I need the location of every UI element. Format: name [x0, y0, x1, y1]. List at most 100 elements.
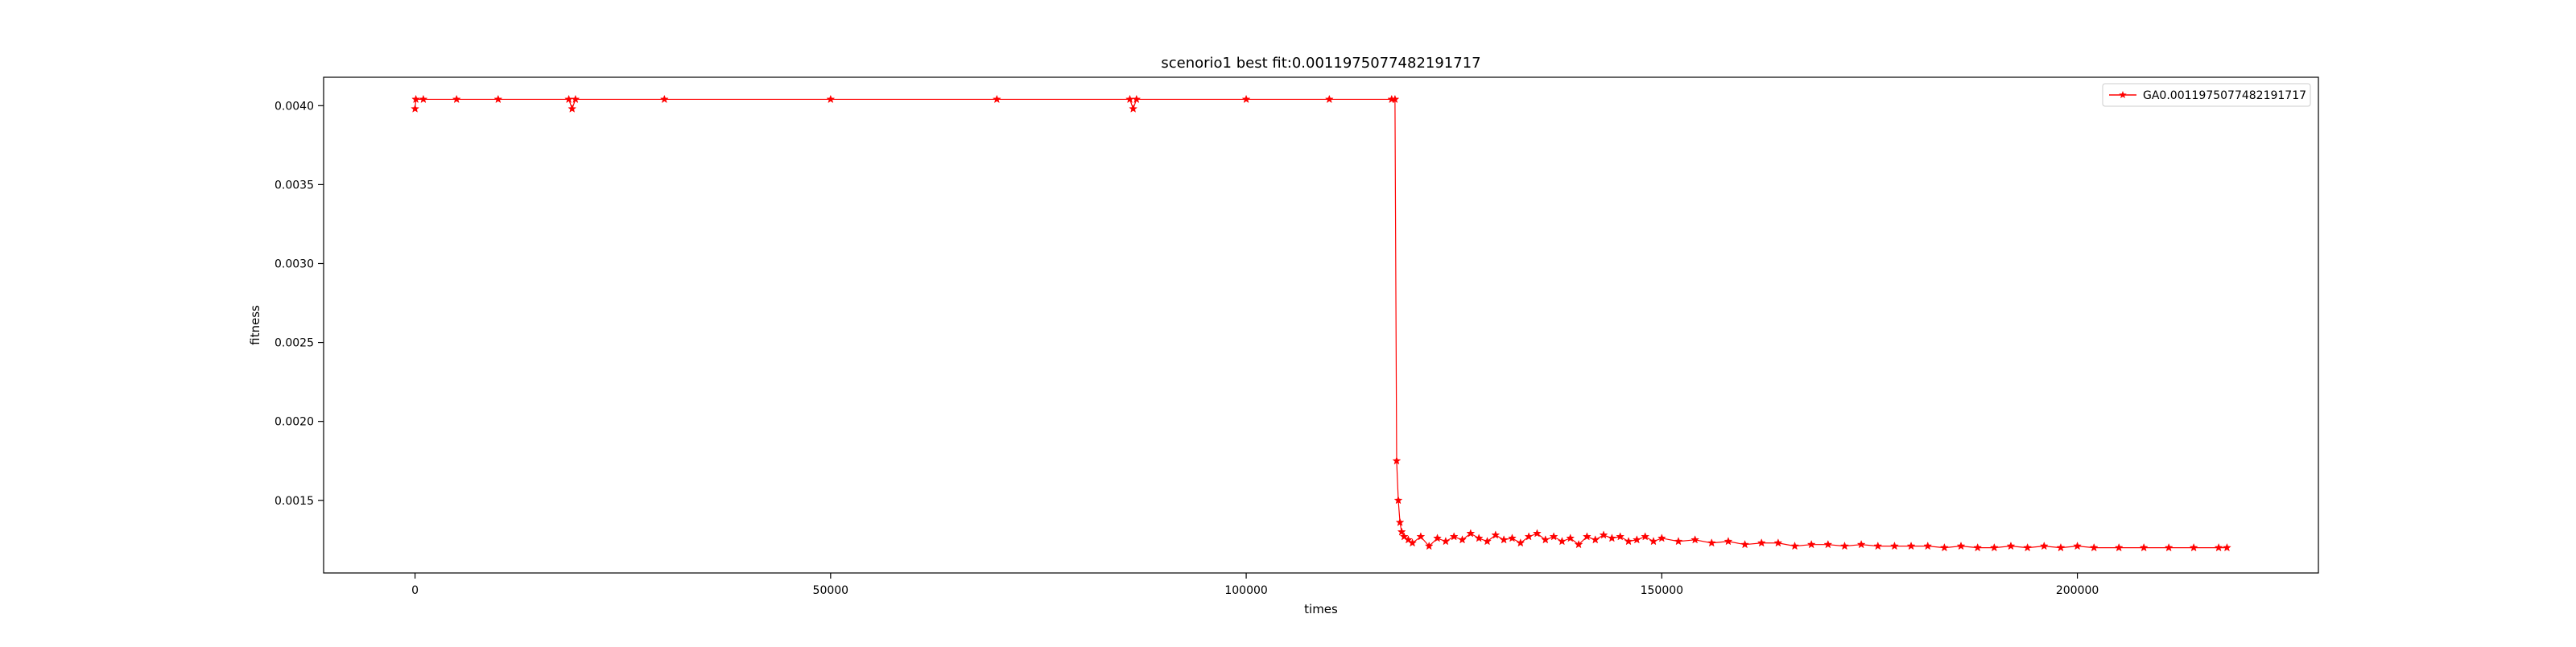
data-point — [1324, 94, 1334, 104]
data-point — [1757, 538, 1766, 547]
data-point — [992, 94, 1001, 104]
data-point — [1657, 534, 1666, 542]
data-point — [1624, 537, 1633, 546]
data-point — [1599, 530, 1608, 539]
legend-box — [2102, 83, 2311, 107]
data-point — [1956, 541, 1966, 550]
data-point — [1557, 537, 1567, 546]
data-point — [2139, 542, 2149, 552]
data-point — [1566, 534, 1575, 542]
data-point — [826, 94, 836, 104]
x-tick-label: 100000 — [1224, 584, 1267, 597]
data-point — [1241, 94, 1251, 104]
data-point — [2214, 542, 2223, 552]
data-point — [2039, 541, 2049, 550]
data-point — [493, 94, 503, 104]
data-point — [1499, 535, 1509, 544]
data-point — [1441, 537, 1451, 546]
data-point — [1408, 538, 1418, 547]
data-point — [1449, 532, 1459, 541]
data-point — [1856, 539, 1866, 549]
data-point — [2056, 542, 2066, 552]
data-point — [1474, 534, 1484, 542]
data-point — [1524, 532, 1534, 541]
data-point — [1516, 538, 1525, 547]
data-point — [1724, 537, 1733, 546]
data-point — [1674, 537, 1683, 546]
y-tick-label: 0.0015 — [275, 495, 314, 508]
data-point — [1607, 534, 1616, 542]
x-tick-label: 150000 — [1641, 584, 1683, 597]
data-point — [1392, 455, 1402, 465]
data-point — [1740, 539, 1750, 549]
data-point — [1906, 541, 1916, 550]
y-tick-label: 0.0020 — [275, 416, 314, 429]
data-point — [571, 94, 580, 104]
data-point — [2222, 542, 2231, 552]
x-axis: 0 50000 100000 150000 200000 — [411, 573, 2099, 597]
data-point — [2114, 542, 2124, 552]
data-point — [1466, 529, 1476, 538]
data-point — [1458, 535, 1467, 544]
data-point — [2006, 541, 2016, 550]
chart-title: scenorio1 best fit:0.0011975077482191717 — [1161, 55, 1480, 72]
data-point — [1790, 541, 1799, 550]
data-point — [1403, 535, 1413, 544]
series-line — [414, 98, 2227, 549]
data-point — [1491, 530, 1501, 539]
y-tick-label: 0.0035 — [275, 179, 314, 192]
data-point — [1591, 535, 1600, 544]
data-point — [1632, 535, 1641, 544]
data-point — [419, 94, 428, 104]
data-point — [1707, 538, 1716, 547]
data-point — [2089, 542, 2099, 552]
data-point — [2073, 541, 2083, 550]
data-point — [452, 94, 461, 104]
y-tick-label: 0.0025 — [275, 337, 314, 350]
data-point — [1939, 542, 1949, 552]
y-axis: 0.0015 0.0020 0.0025 0.0030 0.0035 0.0040 — [275, 100, 324, 508]
y-tick-label: 0.0030 — [275, 258, 314, 270]
data-point — [1129, 104, 1138, 113]
data-point — [568, 104, 577, 113]
data-point — [1132, 94, 1141, 104]
legend-label: GA0.0011975077482191717 — [2143, 89, 2306, 102]
data-point — [1582, 532, 1591, 541]
x-tick-label: 50000 — [813, 584, 849, 597]
data-point — [1690, 535, 1700, 544]
data-point — [1806, 539, 1816, 549]
data-point — [411, 104, 420, 113]
x-axis-label: times — [1304, 602, 1338, 616]
data-point — [2189, 542, 2198, 552]
data-point — [564, 94, 574, 104]
data-point — [1923, 541, 1933, 550]
x-tick-label: 200000 — [2056, 584, 2099, 597]
data-point — [1873, 541, 1883, 550]
data-point — [1616, 532, 1625, 541]
data-point — [1483, 537, 1492, 546]
data-point — [2023, 542, 2033, 552]
data-point — [1574, 539, 1583, 549]
series-layer — [411, 94, 2231, 552]
data-point — [411, 94, 421, 104]
data-point — [1973, 542, 1983, 552]
data-point — [1773, 538, 1783, 547]
data-point — [1549, 532, 1558, 541]
legend: GA0.0011975077482191717 — [2102, 83, 2311, 107]
data-point — [1823, 539, 1833, 549]
data-point — [2164, 542, 2174, 552]
data-point — [659, 94, 669, 104]
data-point — [1416, 532, 1426, 541]
data-point — [1508, 534, 1517, 542]
data-point — [1541, 535, 1550, 544]
legend-star-marker — [2119, 91, 2127, 99]
series-group — [411, 94, 2231, 552]
plot-frame — [323, 76, 2319, 574]
y-tick-label: 0.0040 — [275, 100, 314, 113]
y-axis-label: fitness — [248, 305, 262, 345]
data-point — [1649, 537, 1658, 546]
data-point — [1399, 532, 1409, 541]
data-point — [1641, 532, 1650, 541]
